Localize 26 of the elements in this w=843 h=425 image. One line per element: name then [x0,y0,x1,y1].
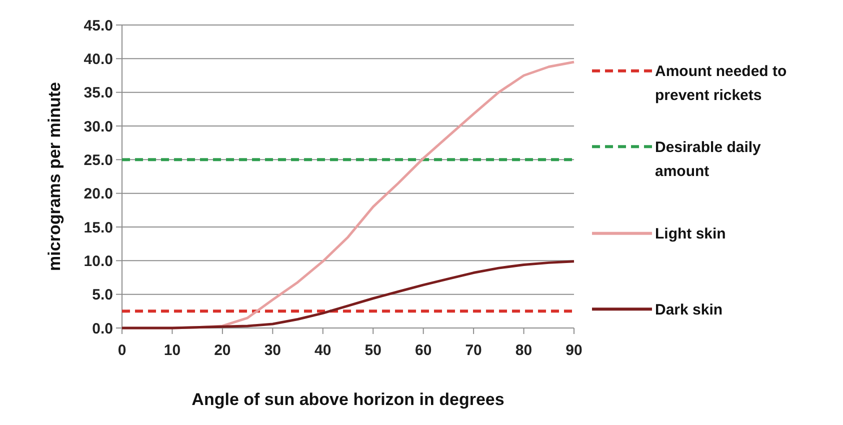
x-axis-title: Angle of sun above horizon in degrees [192,390,504,409]
y-tick-label: 10.0 [84,252,113,270]
y-tick-label: 45.0 [84,17,113,34]
y-tick-label: 35.0 [84,84,113,102]
y-axis-title: micrograms per minute [45,82,64,271]
x-tick-label: 0 [118,342,126,359]
legend-label: Dark skin [655,301,723,318]
x-tick-label: 60 [414,342,432,359]
y-tick-label: 0.0 [92,320,113,338]
x-tick-label: 10 [164,342,181,359]
x-tick-label: 40 [314,342,332,359]
y-tick-label: 5.0 [92,286,113,304]
y-tick-label: 40.0 [84,50,113,68]
x-tick-label: 20 [214,342,231,359]
y-tick-label: 25.0 [84,152,113,169]
y-tick-label: 30.0 [84,118,113,136]
x-tick-label: 50 [364,342,382,359]
x-tick-label: 70 [465,342,482,359]
legend-label: Amount needed to prevent rickets [655,63,787,104]
x-tick-label: 80 [515,342,532,359]
y-tick-label: 20.0 [84,186,113,203]
y-tick-label: 15.0 [84,219,113,236]
legend-label: Desirable daily amount [655,138,762,180]
x-tick-label: 30 [264,342,282,359]
x-tick-label: 90 [566,342,582,359]
legend-label: Light skin [655,226,726,243]
